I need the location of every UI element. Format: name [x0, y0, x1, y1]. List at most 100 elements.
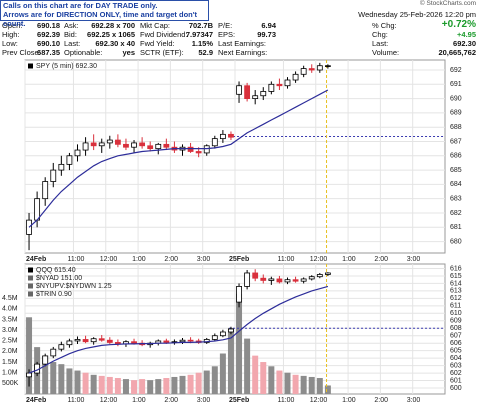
volume-bar	[227, 327, 234, 394]
volume-bar	[244, 338, 251, 394]
volume-bar	[98, 375, 105, 394]
stat-value: 52.9	[198, 48, 213, 57]
y-tick-label: 600	[450, 385, 462, 392]
x-tick-label: 12:00	[100, 397, 118, 404]
candle-body	[50, 348, 57, 357]
candle-body	[187, 146, 194, 152]
candle-body	[26, 372, 32, 378]
y-tick-label: 613	[450, 288, 462, 295]
volume-bar	[324, 385, 331, 394]
x-tick-label: 1:00	[132, 256, 146, 263]
y-tick-label: 615	[450, 273, 462, 280]
stat-value: 692.25 x 1065	[87, 30, 135, 39]
volume-bar	[139, 379, 146, 394]
x-tick-label: 2:00	[164, 256, 178, 263]
y-tick-label: 603	[450, 362, 462, 369]
candle-body	[284, 79, 291, 87]
candle-body	[106, 339, 113, 343]
candle-body	[155, 143, 162, 150]
candle-body	[187, 339, 194, 342]
y-tick-label: 685	[450, 167, 462, 174]
y-tick-label: 616	[450, 265, 462, 272]
quote-label: % Chg:	[372, 21, 397, 30]
candle-body	[252, 95, 259, 99]
y2-tick-label: 2.0M	[2, 348, 18, 355]
y-tick-label: 612	[450, 295, 462, 302]
candle-body	[66, 340, 73, 346]
volume-bar	[90, 374, 97, 394]
candle-body	[219, 331, 226, 337]
candle-body	[268, 278, 275, 281]
y-tick-label: 691	[450, 81, 462, 88]
x-tick-label: 12:00	[100, 256, 118, 263]
stat-label: EPS:	[218, 30, 236, 39]
candle-body	[292, 73, 299, 81]
candle-body	[244, 85, 251, 99]
stat-label: Last:	[64, 39, 81, 48]
y2-tick-label: 4.0M	[2, 306, 18, 313]
candle-body	[82, 339, 89, 343]
candle-body	[123, 143, 129, 148]
volume-bar	[284, 372, 291, 394]
volume-bar	[195, 372, 202, 394]
candle-body	[147, 145, 154, 150]
legend-swatch	[28, 291, 33, 297]
volume-bar	[58, 364, 65, 394]
y-tick-label: 607	[450, 333, 462, 340]
copyright: © StockCharts.com	[419, 0, 476, 7]
moving-average	[28, 89, 329, 228]
candle-body	[42, 181, 49, 200]
moving-average	[28, 285, 329, 374]
volume-bar	[316, 378, 323, 394]
legend-label: $NYAD 151.00	[36, 275, 82, 282]
stat-label: Last Earnings:	[218, 39, 266, 48]
stat-label: P/E:	[218, 21, 233, 30]
y-tick-label: 602	[450, 370, 462, 377]
volume-bar	[187, 374, 194, 394]
x-tick-label: 11:00	[277, 397, 294, 404]
candle-body	[324, 65, 331, 67]
candle-body	[106, 139, 113, 144]
volume-bar	[211, 366, 218, 394]
x-tick-label: 12:00	[310, 397, 328, 404]
y-tick-label: 680	[450, 238, 462, 245]
notice-line: Arrows are for DIRECTION ONLY, time and …	[3, 10, 198, 28]
candle-body	[292, 279, 299, 282]
candle-body	[114, 139, 121, 145]
y-tick-label: 609	[450, 318, 462, 325]
stat-value: 690.10	[37, 39, 60, 48]
y-tick-label: 608	[450, 325, 462, 332]
y2-tick-label: 500K	[2, 380, 19, 387]
stat-value: 690.18	[37, 21, 60, 30]
volume-bar	[106, 376, 113, 394]
candle-body	[58, 344, 65, 350]
candle-body	[211, 138, 218, 147]
volume-bar	[219, 353, 226, 394]
candle-body	[98, 142, 105, 147]
stat-label: SCTR (ETF):	[140, 48, 184, 57]
quote-label: Chg:	[372, 30, 388, 39]
candle-body	[131, 341, 137, 344]
x-tick-label: 3:00	[407, 256, 421, 263]
candle-body	[58, 163, 65, 171]
volume-bar	[26, 317, 33, 394]
legend-swatch	[28, 267, 33, 273]
candle-body	[324, 272, 331, 275]
quote-value: 692.30	[453, 39, 476, 48]
quote-label: Volume:	[372, 48, 400, 57]
stat-label: Ask:	[64, 21, 79, 30]
y-tick-label: 606	[450, 340, 462, 347]
candle-body	[228, 133, 234, 138]
candle-body	[276, 83, 283, 87]
candle-body	[98, 338, 105, 341]
candle-body	[276, 278, 283, 283]
y-tick-label: 692	[450, 67, 462, 74]
volume-bar	[292, 374, 299, 394]
legend-label: $NYUPV:$NYDWN 1.25	[36, 283, 112, 290]
stat-value: 692.30 x 40	[95, 39, 135, 48]
candle-body	[316, 65, 323, 71]
volume-bar	[82, 372, 89, 394]
y-tick-label: 689	[450, 110, 462, 117]
volume-bar	[179, 375, 186, 394]
